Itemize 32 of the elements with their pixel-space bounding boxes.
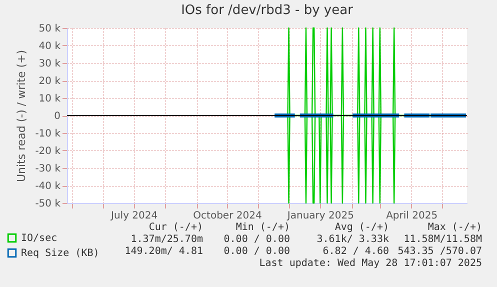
y-tick-label: 0 [54, 111, 60, 122]
text: 543.35 /570.07 [398, 246, 482, 258]
text: 0.00 / 0.00 [224, 234, 290, 246]
text: 6.82 / 4.60 [322, 246, 389, 258]
y-tick-label: 40 k [38, 41, 61, 52]
text: 149.20m/ 4.81 [124, 246, 203, 258]
x-tick-label: April 2025 [386, 210, 438, 222]
text: 11.58M/11.58M [404, 234, 482, 246]
text: 0.00 / 0.00 [224, 246, 290, 258]
text: 3.61k/ 3.33k [316, 234, 389, 246]
legend-label: Req Size (KB) [21, 248, 100, 259]
y-tick-label: -40 k [35, 181, 61, 192]
text: Max (-/+) [428, 222, 482, 234]
chart-title: IOs for /dev/rbd3 - by year [181, 3, 354, 18]
text: 1.37m/25.70m [130, 234, 203, 246]
y-tick-label: -30 k [35, 164, 61, 174]
y-tick-label: -50 k [35, 198, 61, 210]
legend-label: IO/sec [21, 233, 58, 244]
y-tick-label: 50 k [38, 24, 61, 34]
text: Last update: Wed May 28 17:01:07 2025 [259, 258, 482, 270]
y-tick-label: 30 k [38, 58, 61, 70]
y-tick-label: -10 k [35, 128, 61, 140]
y-axis-title: Units read (-) / write (+) [15, 50, 28, 182]
x-tick-label: October 2024 [193, 210, 262, 222]
y-tick-label: 10 k [38, 94, 61, 104]
x-tick-label: July 2024 [110, 210, 158, 222]
y-tick-label: -20 k [35, 146, 61, 157]
x-tick-label: January 2025 [286, 210, 354, 222]
text: Min (-/+) [236, 222, 290, 234]
text: Cur (-/+) [148, 222, 203, 234]
text: Avg (-/+) [334, 222, 389, 234]
y-tick-label: 20 k [38, 76, 61, 87]
